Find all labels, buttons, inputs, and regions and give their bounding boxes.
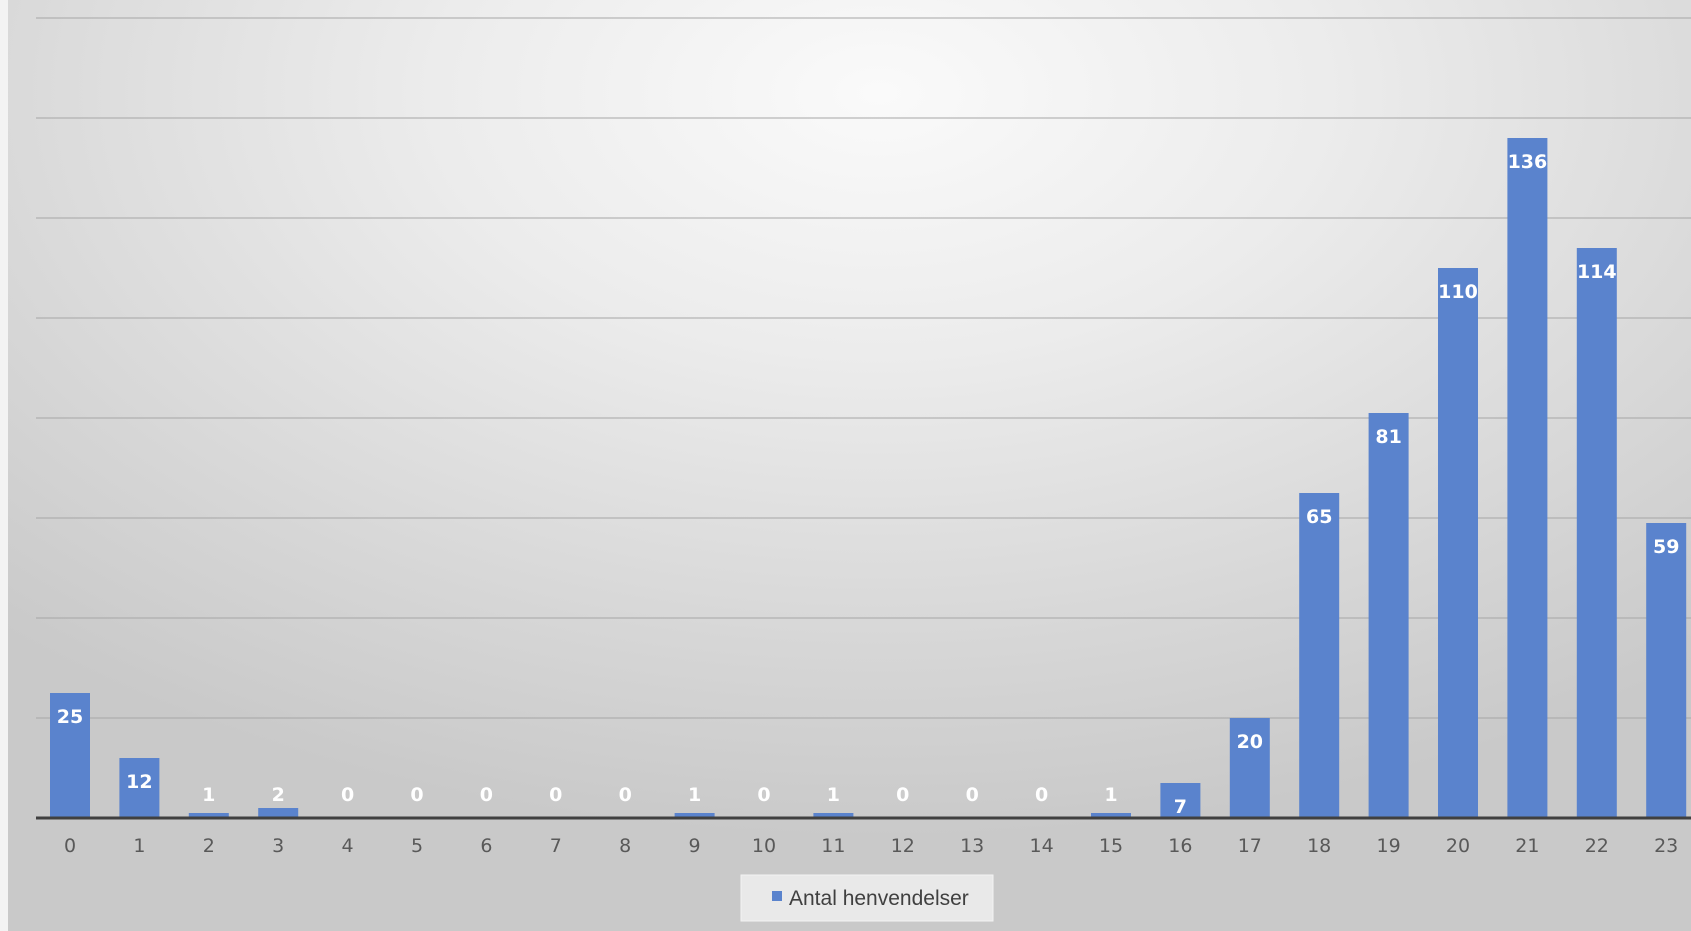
legend: Antal henvendelser xyxy=(740,874,994,922)
bars xyxy=(50,138,1687,818)
data-label-3: 2 xyxy=(272,784,285,806)
x-tick-label-5: 5 xyxy=(411,835,423,857)
x-tick-label-19: 19 xyxy=(1377,835,1401,857)
bar-18 xyxy=(1299,493,1340,818)
x-tick-label-7: 7 xyxy=(550,835,562,857)
data-label-6: 0 xyxy=(480,784,493,806)
data-label-13: 0 xyxy=(966,784,979,806)
data-label-5: 0 xyxy=(410,784,423,806)
legend-box xyxy=(740,874,994,922)
x-tick-label-9: 9 xyxy=(689,835,701,857)
data-label-22: 114 xyxy=(1577,261,1617,283)
bar-15 xyxy=(1091,813,1131,818)
data-label-1: 12 xyxy=(126,771,152,793)
x-tick-label-21: 21 xyxy=(1515,835,1539,857)
data-label-12: 0 xyxy=(896,784,909,806)
data-label-0: 25 xyxy=(57,706,83,728)
x-tick-label-16: 16 xyxy=(1168,835,1192,857)
data-label-2: 1 xyxy=(202,784,215,806)
data-label-14: 0 xyxy=(1035,784,1048,806)
data-label-19: 81 xyxy=(1375,426,1401,448)
x-tick-label-10: 10 xyxy=(752,835,776,857)
bar-11 xyxy=(813,813,854,818)
bar-23 xyxy=(1646,523,1687,818)
bar-1 xyxy=(119,758,160,818)
data-label-8: 0 xyxy=(619,784,632,806)
x-tick-label-13: 13 xyxy=(960,835,984,857)
bar-2 xyxy=(188,813,229,818)
bar-16 xyxy=(1160,783,1201,818)
chart-left-edge xyxy=(0,0,8,931)
data-label-20: 110 xyxy=(1438,281,1478,303)
data-label-18: 65 xyxy=(1306,506,1332,528)
gridlines xyxy=(36,17,1691,719)
x-tick-label-22: 22 xyxy=(1585,835,1609,857)
x-tick-label-1: 1 xyxy=(133,835,145,857)
x-tick-label-14: 14 xyxy=(1030,835,1054,857)
data-label-17: 20 xyxy=(1237,731,1263,753)
bar-22 xyxy=(1576,248,1617,818)
x-tick-label-20: 20 xyxy=(1446,835,1470,857)
x-tick-label-0: 0 xyxy=(64,835,76,857)
data-label-10: 0 xyxy=(757,784,770,806)
data-label-9: 1 xyxy=(688,784,701,806)
x-tick-labels: 0 1 2 3 4 5 6 7 8 9 10 11 12 13 14 15 16 17 18 19 20 21 22 23 xyxy=(64,835,1678,857)
data-label-21: 136 xyxy=(1508,151,1548,173)
x-tick-label-6: 6 xyxy=(480,835,492,857)
bar-9 xyxy=(674,813,715,818)
x-tick-label-15: 15 xyxy=(1099,835,1123,857)
legend-swatch xyxy=(772,891,782,901)
bar-3 xyxy=(258,808,299,818)
data-label-23: 59 xyxy=(1653,536,1679,558)
x-tick-label-2: 2 xyxy=(203,835,215,857)
x-tick-label-12: 12 xyxy=(891,835,915,857)
bar-21 xyxy=(1507,138,1548,818)
bar-17 xyxy=(1229,718,1270,818)
x-tick-label-11: 11 xyxy=(821,835,845,857)
legend-label: Antal henvendelser xyxy=(789,887,969,910)
x-tick-label-3: 3 xyxy=(272,835,284,857)
bar-0 xyxy=(50,693,90,818)
x-tick-label-23: 23 xyxy=(1654,835,1678,857)
data-label-7: 0 xyxy=(549,784,562,806)
bar-20 xyxy=(1438,268,1478,818)
x-tick-label-18: 18 xyxy=(1307,835,1331,857)
x-tick-label-8: 8 xyxy=(619,835,631,857)
data-label-16: 7 xyxy=(1174,796,1187,818)
x-tick-label-4: 4 xyxy=(342,835,354,857)
bar-19 xyxy=(1368,413,1409,818)
data-label-4: 0 xyxy=(341,784,354,806)
data-label-15: 1 xyxy=(1104,784,1117,806)
x-tick-label-17: 17 xyxy=(1238,835,1262,857)
data-label-11: 1 xyxy=(827,784,840,806)
